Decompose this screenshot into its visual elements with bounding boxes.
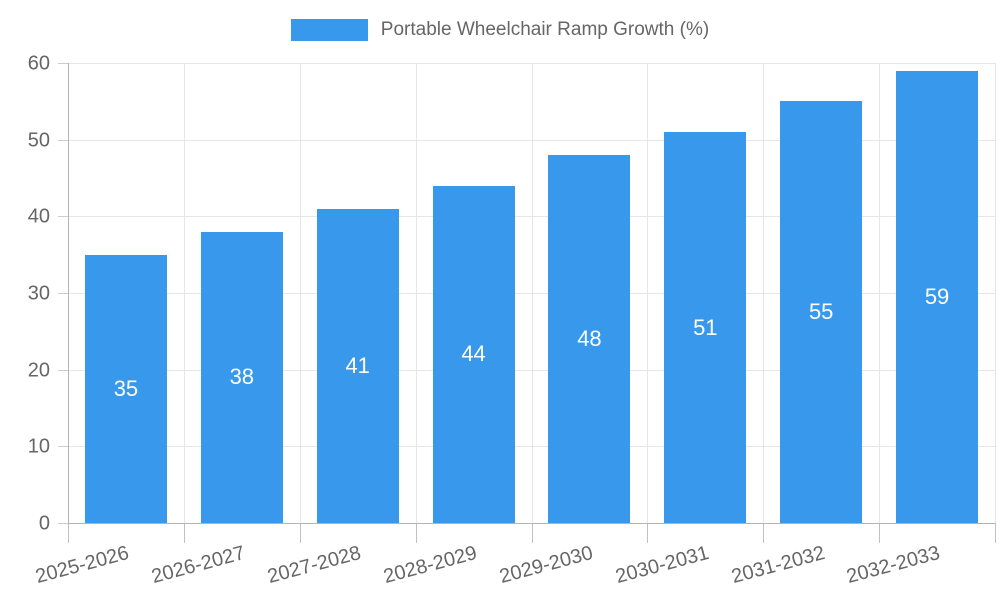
y-tick-mark: [58, 139, 68, 141]
x-gridline: [879, 63, 881, 523]
x-gridline: [299, 63, 301, 523]
bar[interactable]: [780, 101, 863, 523]
legend-label: Portable Wheelchair Ramp Growth (%): [380, 19, 710, 40]
y-axis-tick-label: 0: [38, 512, 50, 535]
y-gridline: [68, 63, 995, 64]
y-axis-tick-label: 50: [27, 129, 50, 152]
y-tick-mark: [58, 216, 68, 218]
x-tick-mark: [68, 523, 69, 543]
bar[interactable]: [200, 231, 283, 523]
x-tick-mark: [879, 523, 881, 543]
x-gridline: [531, 63, 533, 523]
bar[interactable]: [548, 155, 631, 523]
x-axis-line: [68, 523, 995, 524]
x-axis-label: 2029-2030: [497, 542, 596, 589]
x-axis-label: 2025-2026: [33, 542, 132, 589]
bar[interactable]: [316, 208, 399, 523]
x-tick-mark: [531, 523, 533, 543]
x-tick-mark: [995, 523, 996, 543]
x-gridline: [183, 63, 185, 523]
x-tick-mark: [299, 523, 301, 543]
x-tick-mark: [415, 523, 417, 543]
legend[interactable]: Portable Wheelchair Ramp Growth (%): [0, 19, 1000, 41]
bar[interactable]: [896, 70, 979, 523]
y-axis-tick-label: 40: [27, 205, 50, 228]
y-axis-tick-label: 10: [27, 435, 50, 458]
x-tick-mark: [183, 523, 185, 543]
x-tick-mark: [763, 523, 765, 543]
x-gridline: [415, 63, 417, 523]
x-gridline: [763, 63, 765, 523]
x-axis-label: 2030-2031: [612, 542, 712, 589]
y-axis-line: [68, 63, 69, 523]
y-axis-tick-label: 60: [27, 52, 50, 75]
bar[interactable]: [84, 254, 167, 523]
bar[interactable]: [664, 132, 747, 523]
x-gridline: [995, 63, 996, 523]
y-axis-tick-label: 20: [27, 359, 50, 382]
y-tick-mark: [58, 446, 68, 448]
y-axis-tick-label: 30: [27, 282, 50, 305]
x-axis-label: 2032-2033: [844, 542, 943, 589]
y-tick-mark: [58, 369, 68, 371]
x-gridline: [647, 63, 649, 523]
x-axis-label: 2031-2032: [728, 542, 827, 589]
y-tick-mark: [58, 523, 68, 524]
bar[interactable]: [432, 185, 515, 523]
x-axis-label: 2026-2027: [149, 542, 248, 589]
y-tick-mark: [58, 63, 68, 64]
y-tick-mark: [58, 293, 68, 294]
x-axis-label: 2028-2029: [381, 542, 480, 589]
x-tick-mark: [647, 523, 649, 543]
x-axis-label: 2027-2028: [265, 542, 364, 589]
legend-swatch: [290, 19, 368, 41]
